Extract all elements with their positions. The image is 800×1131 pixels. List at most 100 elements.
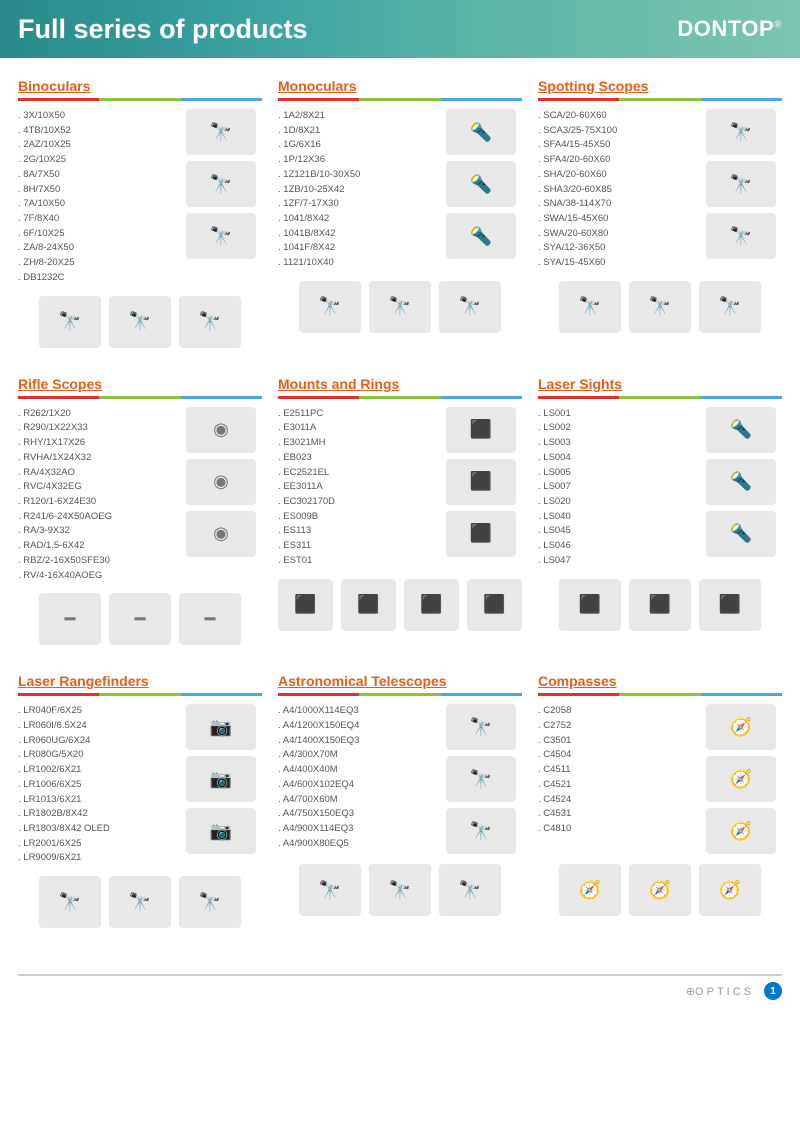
product-item: LS003 — [538, 436, 694, 451]
product-item: 2AZ/10X25 — [18, 138, 174, 153]
product-item: SHA/20-60X60 — [538, 168, 694, 183]
product-item: 1G/6X16 — [278, 138, 434, 153]
category: Binoculars3X/10X504TB/10X522AZ/10X252G/1… — [18, 78, 262, 348]
side-thumbnails: 📷📷📷 — [180, 704, 262, 866]
brand-text: DONTOP — [677, 16, 774, 41]
product-item: 3X/10X50 — [18, 109, 174, 124]
product-thumb: 🔭 — [446, 704, 516, 750]
product-thumb: 🔭 — [186, 109, 256, 155]
product-thumb: 🔭 — [299, 281, 361, 333]
category-title: Compasses — [538, 673, 782, 689]
product-thumb: ⬛ — [278, 579, 333, 631]
category-row: Laser Rangefinders LR040F/6X25LR060I/6.5X… — [18, 673, 782, 928]
product-item: SYA/15-45X60 — [538, 256, 694, 271]
product-list: C2058C2752C3501C4504C4511C4521C4524C4531… — [538, 704, 694, 854]
product-thumb: 🔦 — [446, 109, 516, 155]
product-item: LS045 — [538, 524, 694, 539]
product-item: LS002 — [538, 421, 694, 436]
product-thumb: 🔭 — [439, 864, 501, 916]
category: Compasses C2058C2752C3501C4504C4511C4521C… — [538, 673, 782, 928]
category-title: Laser Rangefinders — [18, 673, 262, 689]
product-thumb: 🔭 — [369, 864, 431, 916]
product-item: RVHA/1X24X32 — [18, 451, 174, 466]
product-item: 4TB/10X52 — [18, 124, 174, 139]
side-thumbnails: 🔦🔦🔦 — [440, 109, 522, 271]
product-thumb: ━ — [179, 593, 241, 645]
product-item: SCA/20-60X60 — [538, 109, 694, 124]
product-thumb: 🔭 — [706, 109, 776, 155]
product-item: RV/4-16X40AOEG — [18, 569, 174, 584]
side-thumbnails: 🧭🧭🧭 — [700, 704, 782, 854]
product-item: LS005 — [538, 466, 694, 481]
category-title: Laser Sights — [538, 376, 782, 392]
product-thumb: 🔭 — [439, 281, 501, 333]
product-item: A4/300X70M — [278, 748, 434, 763]
category: Spotting ScopesSCA/20-60X60SCA3/25-75X10… — [538, 78, 782, 348]
product-item: RBZ/2-16X50SFE30 — [18, 554, 174, 569]
product-item: SHA3/20-60X85 — [538, 183, 694, 198]
product-item: 1041/8X42 — [278, 212, 434, 227]
product-item: EC302170D — [278, 495, 434, 510]
product-item: 1121/10X40 — [278, 256, 434, 271]
category-title: Rifle Scopes — [18, 376, 262, 392]
product-item: LR040F/6X25 — [18, 704, 174, 719]
product-thumb: 🔭 — [446, 808, 516, 854]
product-thumb: ⬛ — [629, 579, 691, 631]
page-header: Full series of products DONTOP® — [0, 0, 800, 58]
product-item: RHY/1X17X26 — [18, 436, 174, 451]
bottom-thumbnails: ⬛⬛⬛ — [538, 579, 782, 631]
product-thumb: ⬛ — [699, 579, 761, 631]
product-item: E2511PC — [278, 407, 434, 422]
category-body: R262/1X20R290/1X22X33RHY/1X17X26RVHA/1X2… — [18, 407, 262, 584]
product-thumb: 🔭 — [446, 756, 516, 802]
category: Astronomical Telescopes A4/1000X114EQ3A4/… — [278, 673, 522, 928]
product-thumb: 🔦 — [446, 161, 516, 207]
product-item: RVC/4X32EG — [18, 480, 174, 495]
product-thumb: 🔭 — [109, 876, 171, 928]
product-item: EE3011A — [278, 480, 434, 495]
page-title: Full series of products — [18, 14, 308, 45]
product-list: LS001LS002LS003LS004LS005LS007LS020LS040… — [538, 407, 694, 569]
product-item: LS001 — [538, 407, 694, 422]
product-thumb: ━ — [109, 593, 171, 645]
category-title: Monoculars — [278, 78, 522, 94]
category-body: SCA/20-60X60SCA3/25-75X100SFA4/15-45X50S… — [538, 109, 782, 271]
product-item: A4/400X40M — [278, 763, 434, 778]
product-item: C2058 — [538, 704, 694, 719]
product-thumb: ◉ — [186, 511, 256, 557]
side-thumbnails: 🔦🔦🔦 — [700, 407, 782, 569]
product-list: E2511PCE3011AE3021MHEB023EC2521ELEE3011A… — [278, 407, 434, 569]
product-thumb: 🔭 — [706, 161, 776, 207]
category: Rifle Scopes R262/1X20R290/1X22X33RHY/1X1… — [18, 376, 262, 646]
product-thumb: 🔭 — [299, 864, 361, 916]
product-item: LR1006/6X25 — [18, 778, 174, 793]
product-thumb: 🔦 — [706, 511, 776, 557]
tricolor-bar — [278, 396, 522, 399]
product-thumb: ⬛ — [446, 511, 516, 557]
tricolor-bar — [18, 98, 262, 101]
side-thumbnails: 🔭🔭🔭 — [180, 109, 262, 286]
product-item: A4/750X150EQ3 — [278, 807, 434, 822]
product-list: 1A2/8X211D/8X211G/6X161P/12X361Z121B/10-… — [278, 109, 434, 271]
product-list: LR040F/6X25LR060I/6.5X24LR060UG/6X24LR08… — [18, 704, 174, 866]
product-item: LR1803/8X42 OLED — [18, 822, 174, 837]
footer-label: ⊕OPTICS — [686, 985, 754, 998]
product-item: 1D/8X21 — [278, 124, 434, 139]
product-thumb: 🧭 — [559, 864, 621, 916]
category-title: Astronomical Telescopes — [278, 673, 522, 689]
category-body: A4/1000X114EQ3A4/1200X150EQ4A4/1400X150E… — [278, 704, 522, 854]
product-item: E3011A — [278, 421, 434, 436]
side-thumbnails: ⬛⬛⬛ — [440, 407, 522, 569]
product-item: EST01 — [278, 554, 434, 569]
product-thumb: ⬛ — [341, 579, 396, 631]
product-item: C4531 — [538, 807, 694, 822]
product-item: R120/1-6X24E30 — [18, 495, 174, 510]
product-thumb: 🧭 — [706, 756, 776, 802]
product-item: A4/1200X150EQ4 — [278, 719, 434, 734]
product-thumb: ⬛ — [559, 579, 621, 631]
page-footer: ⊕OPTICS 1 — [18, 974, 782, 1012]
side-thumbnails: ◉◉◉ — [180, 407, 262, 584]
product-item: ZA/8-24X50 — [18, 241, 174, 256]
bottom-thumbnails: ━━━ — [18, 593, 262, 645]
product-thumb: 🔭 — [369, 281, 431, 333]
